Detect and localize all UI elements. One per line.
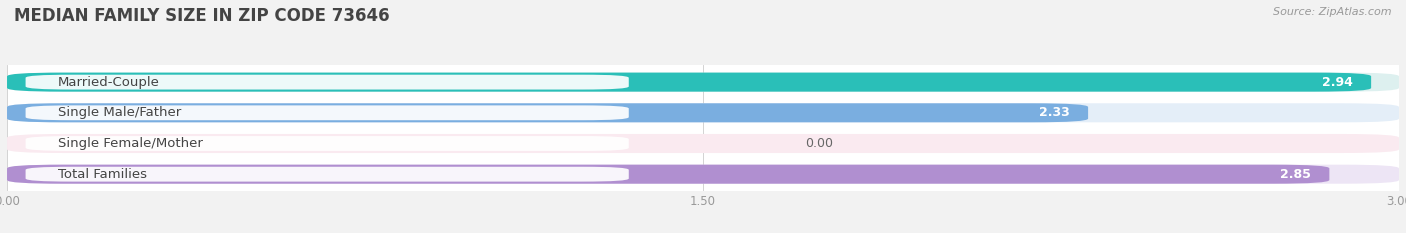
Text: 2.33: 2.33 xyxy=(1039,106,1070,119)
Text: 2.85: 2.85 xyxy=(1279,168,1310,181)
Text: 0.00: 0.00 xyxy=(806,137,834,150)
Text: Married-Couple: Married-Couple xyxy=(58,76,160,89)
FancyBboxPatch shape xyxy=(25,105,628,120)
Text: 2.94: 2.94 xyxy=(1322,76,1353,89)
FancyBboxPatch shape xyxy=(7,73,1371,92)
FancyBboxPatch shape xyxy=(7,165,1399,184)
FancyBboxPatch shape xyxy=(25,136,628,151)
FancyBboxPatch shape xyxy=(7,165,1330,184)
Text: Single Male/Father: Single Male/Father xyxy=(58,106,181,119)
Text: Total Families: Total Families xyxy=(58,168,148,181)
FancyBboxPatch shape xyxy=(7,103,1088,122)
FancyBboxPatch shape xyxy=(7,103,1399,122)
Text: MEDIAN FAMILY SIZE IN ZIP CODE 73646: MEDIAN FAMILY SIZE IN ZIP CODE 73646 xyxy=(14,7,389,25)
FancyBboxPatch shape xyxy=(25,75,628,89)
FancyBboxPatch shape xyxy=(7,73,1399,92)
Text: Single Female/Mother: Single Female/Mother xyxy=(58,137,202,150)
FancyBboxPatch shape xyxy=(25,167,628,182)
Text: Source: ZipAtlas.com: Source: ZipAtlas.com xyxy=(1274,7,1392,17)
FancyBboxPatch shape xyxy=(7,134,1399,153)
